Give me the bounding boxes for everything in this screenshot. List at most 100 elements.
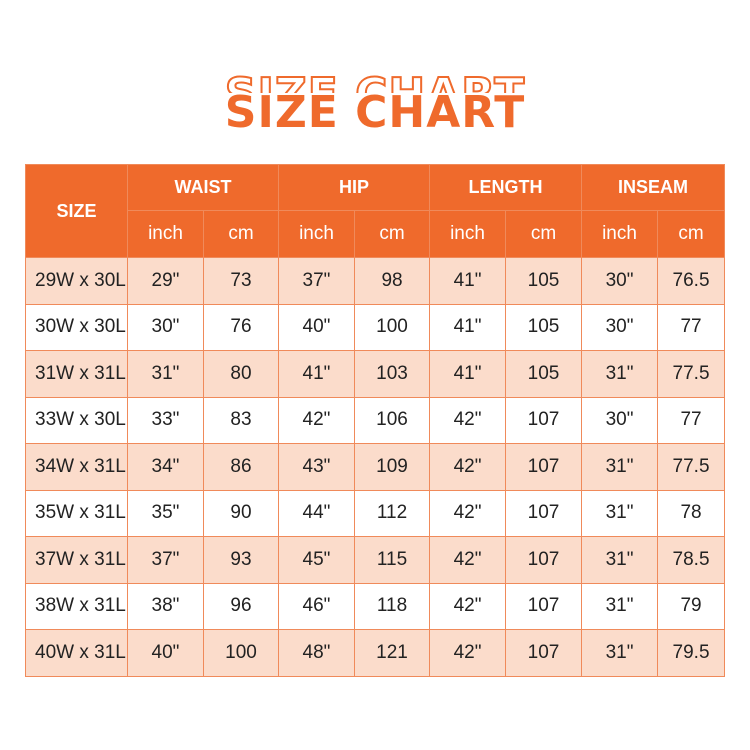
value-cell: 115 — [353, 536, 431, 584]
value-cell: 41" — [429, 257, 507, 305]
size-cell: 40W x 31L — [25, 629, 128, 677]
value-cell: 93 — [203, 536, 279, 584]
header-unit: cm — [203, 210, 279, 258]
value-cell: 121 — [353, 629, 431, 677]
value-cell: 96 — [203, 582, 279, 630]
header-hip: HIP — [277, 164, 431, 211]
table-row: 33W x 30L 33" 83 42" 106 42" 107 30" 77 — [25, 396, 726, 444]
header-inseam: INSEAM — [581, 164, 726, 211]
value-cell: 76 — [203, 303, 279, 351]
value-cell: 30" — [581, 257, 659, 305]
value-cell: 107 — [505, 629, 583, 677]
title-outline-text: SIZE CHART — [0, 70, 750, 93]
value-cell: 100 — [203, 629, 279, 677]
header-unit: cm — [353, 210, 431, 258]
value-cell: 118 — [353, 582, 431, 630]
value-cell: 105 — [505, 303, 583, 351]
value-cell: 31" — [581, 536, 659, 584]
value-cell: 98 — [353, 257, 431, 305]
value-cell: 42" — [429, 489, 507, 537]
value-cell: 86 — [203, 443, 279, 491]
header-unit: inch — [278, 210, 355, 258]
header-unit: cm — [657, 210, 726, 258]
value-cell: 41" — [278, 350, 355, 398]
value-cell: 33" — [127, 396, 204, 444]
title-outline-decoration: SIZE CHART — [0, 70, 750, 93]
value-cell: 30" — [581, 303, 659, 351]
size-cell: 38W x 31L — [25, 582, 128, 630]
value-cell: 31" — [581, 350, 659, 398]
value-cell: 31" — [581, 489, 659, 537]
value-cell: 107 — [505, 582, 583, 630]
value-cell: 79 — [657, 582, 726, 630]
value-cell: 77 — [657, 396, 726, 444]
value-cell: 78.5 — [657, 536, 726, 584]
header-unit: cm — [505, 210, 583, 258]
value-cell: 77 — [657, 303, 726, 351]
table-row: 34W x 31L 34" 86 43" 109 42" 107 31" 77.5 — [25, 443, 726, 491]
value-cell: 31" — [581, 443, 659, 491]
value-cell: 31" — [127, 350, 204, 398]
size-cell: 35W x 31L — [25, 489, 128, 537]
value-cell: 103 — [353, 350, 431, 398]
value-cell: 112 — [353, 489, 431, 537]
value-cell: 109 — [353, 443, 431, 491]
value-cell: 37" — [278, 257, 355, 305]
value-cell: 90 — [203, 489, 279, 537]
table-row: 30W x 30L 30" 76 40" 100 41" 105 30" 77 — [25, 303, 726, 351]
value-cell: 31" — [581, 582, 659, 630]
size-cell: 29W x 30L — [25, 257, 128, 305]
value-cell: 40" — [127, 629, 204, 677]
value-cell: 29" — [127, 257, 204, 305]
value-cell: 77.5 — [657, 350, 726, 398]
header-unit: inch — [581, 210, 659, 258]
size-cell: 34W x 31L — [25, 443, 128, 491]
value-cell: 44" — [278, 489, 355, 537]
table-row: 37W x 31L 37" 93 45" 115 42" 107 31" 78.5 — [25, 536, 726, 584]
value-cell: 30" — [581, 396, 659, 444]
value-cell: 34" — [127, 443, 204, 491]
value-cell: 83 — [203, 396, 279, 444]
value-cell: 77.5 — [657, 443, 726, 491]
value-cell: 42" — [429, 536, 507, 584]
value-cell: 42" — [429, 629, 507, 677]
value-cell: 76.5 — [657, 257, 726, 305]
value-cell: 30" — [127, 303, 204, 351]
value-cell: 41" — [429, 303, 507, 351]
value-cell: 38" — [127, 582, 204, 630]
table-row: 31W x 31L 31" 80 41" 103 41" 105 31" 77.5 — [25, 350, 726, 398]
value-cell: 35" — [127, 489, 204, 537]
value-cell: 42" — [429, 396, 507, 444]
value-cell: 80 — [203, 350, 279, 398]
value-cell: 107 — [505, 396, 583, 444]
value-cell: 42" — [278, 396, 355, 444]
header-unit: inch — [429, 210, 507, 258]
value-cell: 107 — [505, 489, 583, 537]
size-cell: 37W x 31L — [25, 536, 128, 584]
header-waist: WAIST — [127, 164, 279, 211]
value-cell: 37" — [127, 536, 204, 584]
table-row: 35W x 31L 35" 90 44" 112 42" 107 31" 78 — [25, 489, 726, 537]
value-cell: 42" — [429, 582, 507, 630]
value-cell: 107 — [505, 536, 583, 584]
table-row: 29W x 30L 29" 73 37" 98 41" 105 30" 76.5 — [25, 257, 726, 305]
header-unit: inch — [127, 210, 204, 258]
size-cell: 33W x 30L — [25, 396, 128, 444]
value-cell: 31" — [581, 629, 659, 677]
size-chart-table: SIZE WAIST HIP LENGTH INSEAM inch cm inch c… — [25, 164, 726, 677]
value-cell: 42" — [429, 443, 507, 491]
value-cell: 100 — [353, 303, 431, 351]
table-row: 40W x 31L 40" 100 48" 121 42" 107 31" 79.5 — [25, 629, 726, 677]
value-cell: 105 — [505, 350, 583, 398]
value-cell: 73 — [203, 257, 279, 305]
value-cell: 107 — [505, 443, 583, 491]
size-cell: 30W x 30L — [25, 303, 128, 351]
value-cell: 46" — [278, 582, 355, 630]
value-cell: 105 — [505, 257, 583, 305]
value-cell: 45" — [278, 536, 355, 584]
value-cell: 40" — [278, 303, 355, 351]
value-cell: 79.5 — [657, 629, 726, 677]
title-block: SIZE CHART SIZE CHART — [0, 60, 750, 140]
value-cell: 43" — [278, 443, 355, 491]
page-title: SIZE CHART — [224, 87, 526, 138]
